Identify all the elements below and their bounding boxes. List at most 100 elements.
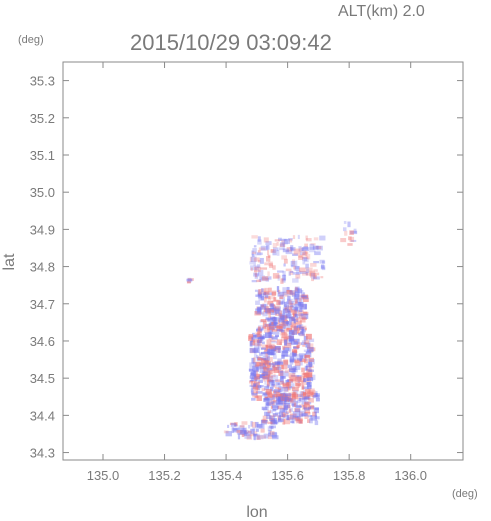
echo-cell <box>264 380 267 385</box>
echo-cell <box>227 424 230 428</box>
echo-cell <box>266 401 269 406</box>
echo-cell <box>269 415 276 421</box>
echo-cell <box>264 326 269 329</box>
echo-cell <box>299 271 307 274</box>
echo-cell <box>298 254 304 260</box>
echo-cell <box>300 295 307 298</box>
echo-cell <box>269 362 274 366</box>
echo-cell <box>313 276 320 280</box>
echo-cell <box>308 397 314 403</box>
echo-cell <box>262 415 268 421</box>
echo-cell <box>257 326 261 330</box>
echo-cell <box>270 420 276 423</box>
echo-cell <box>304 365 312 372</box>
echo-cell <box>258 247 266 251</box>
echo-cell <box>291 386 299 392</box>
echo-cell <box>269 323 275 330</box>
echo-cell <box>299 414 303 418</box>
echo-cell <box>236 432 244 435</box>
echo-cell <box>299 333 306 337</box>
y-axis-ticks: 34.3 34.4 34.5 34.6 34.7 34.8 34.9 35.0 35.1 35.2… <box>30 74 463 461</box>
echo-cell <box>302 297 309 303</box>
echo-cell <box>252 251 256 254</box>
echo-cell <box>278 300 285 305</box>
echo-cell <box>240 430 247 435</box>
echo-cell <box>286 392 291 398</box>
echo-cell <box>284 328 287 334</box>
echo-cell <box>268 434 273 437</box>
echo-cell <box>265 388 272 395</box>
echo-cell <box>252 431 258 436</box>
echo-cell <box>288 329 294 335</box>
echo-cell <box>261 288 266 294</box>
echo-cell <box>303 311 308 316</box>
echo-cell <box>294 288 300 293</box>
echo-cell <box>267 296 272 302</box>
echo-cell <box>241 434 245 438</box>
echo-cell <box>261 312 265 315</box>
echo-cell <box>250 381 256 387</box>
echo-cell <box>294 360 301 366</box>
echo-cell <box>281 278 286 283</box>
echo-cell <box>267 271 270 277</box>
echo-cell <box>277 363 281 368</box>
echo-cell <box>285 314 291 319</box>
echo-cell <box>257 239 262 245</box>
echo-cell <box>311 392 315 398</box>
echo-cell <box>264 287 269 294</box>
echo-cell <box>298 245 302 252</box>
echo-cell <box>261 344 269 349</box>
echo-cell <box>291 309 297 316</box>
echo-cell <box>294 408 301 413</box>
echo-cell <box>291 292 296 297</box>
echo-cell <box>295 375 300 378</box>
echo-cell <box>295 305 298 311</box>
echo-cell <box>296 297 303 304</box>
echo-cell <box>281 376 286 379</box>
echo-cell <box>270 420 278 425</box>
echo-cell <box>265 397 272 401</box>
echo-cell <box>277 291 285 297</box>
echo-cell <box>268 376 272 382</box>
echo-cell <box>303 335 308 341</box>
echo-cell <box>266 375 274 378</box>
echo-cell <box>344 230 348 236</box>
echo-cell <box>249 374 257 379</box>
echo-cell <box>282 287 287 293</box>
echo-cell <box>225 431 232 437</box>
echo-cell <box>284 411 289 415</box>
echo-cell <box>257 252 263 255</box>
echo-cell <box>271 432 278 437</box>
echo-cell <box>278 313 282 316</box>
echo-cell <box>309 270 315 277</box>
echo-cell <box>268 375 273 381</box>
echo-cell <box>237 433 241 440</box>
echo-cell <box>288 331 292 337</box>
echo-cell <box>257 340 261 346</box>
echo-cell <box>253 357 256 363</box>
echo-cell <box>292 330 298 335</box>
echo-cell <box>265 317 270 321</box>
echo-cell <box>286 320 292 326</box>
echo-cell <box>282 299 286 304</box>
echo-cell <box>303 258 309 263</box>
echo-cell <box>257 358 265 361</box>
x-axis-label: lon <box>246 504 267 521</box>
echo-cell <box>309 392 317 398</box>
echo-cell <box>270 303 275 310</box>
echo-cell <box>283 291 290 296</box>
echo-cell <box>280 380 284 386</box>
echo-cell <box>254 334 259 340</box>
echo-cell <box>300 358 306 363</box>
echo-cell <box>292 415 299 419</box>
echo-cell <box>271 299 279 302</box>
echo-cell <box>283 371 289 377</box>
echo-cell <box>256 374 260 377</box>
echo-cell <box>277 387 282 390</box>
echo-cell <box>260 428 265 433</box>
echo-cell <box>298 307 303 313</box>
echo-cell <box>259 257 264 264</box>
echo-cell <box>250 372 254 376</box>
echo-cell <box>296 270 301 275</box>
echo-cell <box>253 434 256 441</box>
